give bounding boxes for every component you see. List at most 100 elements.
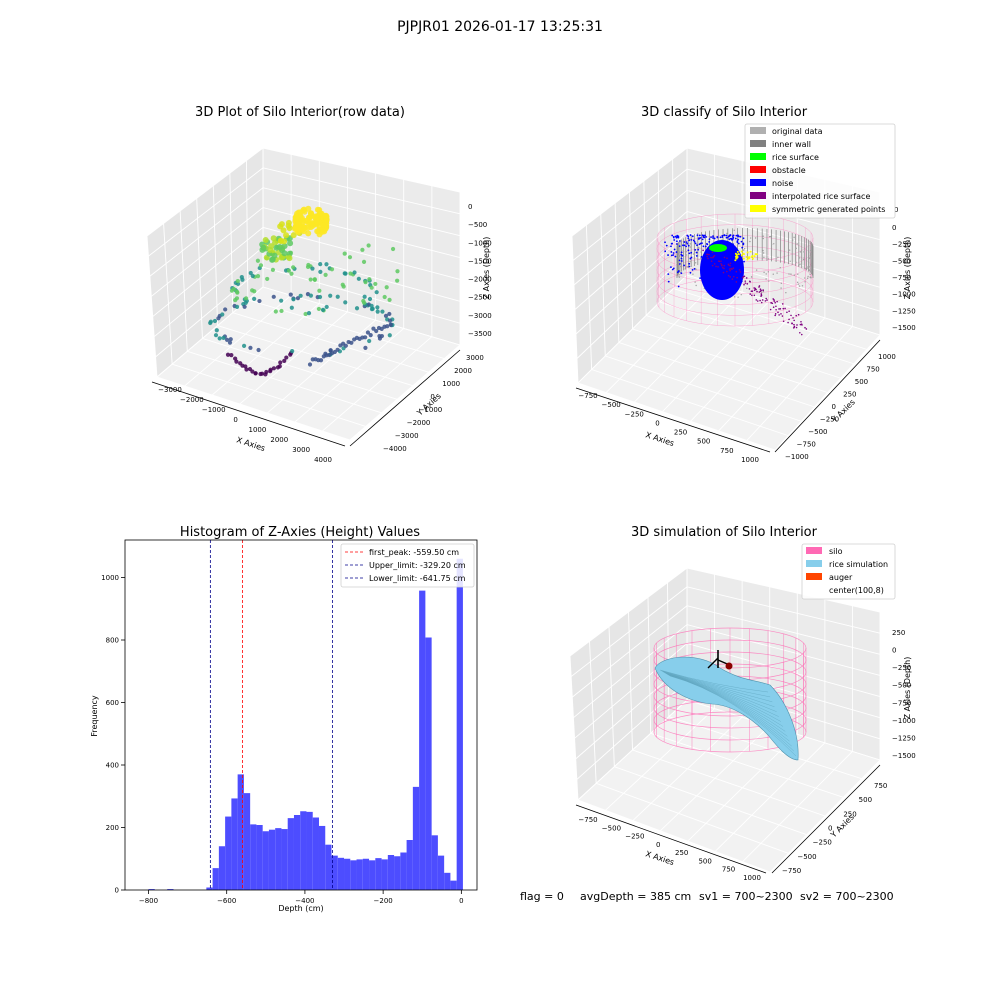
interpolated-point xyxy=(793,325,796,328)
hist-ylabel: Frequency xyxy=(90,695,99,737)
raw3d-point xyxy=(363,345,368,350)
hist-bar xyxy=(306,811,313,890)
raw3d-point xyxy=(369,303,374,308)
noise-point xyxy=(698,243,701,246)
footer-sv2: sv2 = 700~2300 xyxy=(800,890,894,903)
raw3d-point xyxy=(255,274,261,279)
noise-point xyxy=(673,248,676,251)
original-data-point xyxy=(779,266,781,269)
noise-point xyxy=(732,249,735,251)
raw3d-point xyxy=(317,294,323,300)
raw3d-point xyxy=(233,297,238,303)
noise-point xyxy=(687,249,690,252)
raw3d-point xyxy=(317,288,322,293)
figure-suptitle: PJPJR01 2026-01-17 13:25:31 xyxy=(397,19,603,35)
raw3d-point xyxy=(293,213,300,220)
raw3d-point xyxy=(375,309,380,314)
original-data-point xyxy=(750,276,753,278)
noise-point xyxy=(676,240,678,243)
original-data-point xyxy=(684,268,686,270)
original-data-point xyxy=(686,266,688,268)
interpolated-point xyxy=(799,331,801,334)
rice-mesh-line xyxy=(659,669,769,693)
x-tick-label: −400 xyxy=(295,897,314,905)
interpolated-point xyxy=(760,301,763,304)
interpolated-point xyxy=(744,280,747,282)
raw3d-point xyxy=(214,328,219,333)
noise-point xyxy=(699,236,702,239)
raw3d-point xyxy=(288,292,293,297)
rice-mesh-line xyxy=(664,672,782,722)
hist-bar xyxy=(268,829,276,890)
hist-bar xyxy=(362,858,370,890)
raw3d-point xyxy=(284,355,289,360)
symmetric-point xyxy=(746,258,749,261)
original-data-point xyxy=(780,287,782,289)
noise-point xyxy=(735,234,738,237)
legend-swatch xyxy=(750,127,766,134)
raw3d-point xyxy=(273,309,278,314)
legend-label: interpolated rice surface xyxy=(772,192,870,201)
y-tick-label: 750 xyxy=(874,782,887,790)
grid-line xyxy=(647,597,652,734)
y-tick-label: 600 xyxy=(106,699,119,707)
symmetric-point xyxy=(736,256,739,259)
raw3d-point xyxy=(323,272,328,277)
x-tick-label: 0 xyxy=(233,416,237,424)
noise-point xyxy=(737,242,740,245)
original-data-point xyxy=(809,257,812,259)
interpolated-point xyxy=(711,264,714,267)
interpolated-point xyxy=(800,333,803,336)
noise-point xyxy=(694,242,697,245)
y-tick-label: −750 xyxy=(797,441,816,449)
raw3d-point xyxy=(349,340,354,345)
legend-label: original data xyxy=(772,127,823,136)
hist-bar xyxy=(167,889,174,890)
interpolated-point xyxy=(782,320,785,323)
interpolated-point xyxy=(759,288,762,291)
original-data-point xyxy=(793,236,795,239)
raw3d-point xyxy=(377,333,382,339)
noise-point xyxy=(689,271,692,274)
original-data-point xyxy=(780,282,783,285)
raw3d-point xyxy=(375,305,380,310)
grid-line xyxy=(608,626,615,767)
noise-point xyxy=(670,242,673,245)
interpolated-point xyxy=(784,307,786,310)
legend-label: rice simulation xyxy=(829,560,888,569)
raw3d-point xyxy=(264,369,269,375)
noise-point xyxy=(693,267,696,270)
interpolated-point xyxy=(758,286,760,288)
original-data-point xyxy=(808,269,811,271)
interpolated-point xyxy=(723,256,726,259)
noise-point xyxy=(736,241,739,244)
hist-bar xyxy=(231,798,238,890)
raw3d-point xyxy=(303,311,308,317)
noise-point xyxy=(710,267,712,270)
original-data-point xyxy=(762,290,765,293)
raw3d-point xyxy=(286,250,293,257)
original-data-point xyxy=(762,252,765,254)
noise-point xyxy=(678,245,681,248)
original-data-point xyxy=(755,269,758,271)
noise-point xyxy=(702,245,705,248)
interpolated-point xyxy=(729,264,731,267)
hist-bar xyxy=(262,831,269,890)
sim3d-y-axis xyxy=(771,764,881,874)
noise-point xyxy=(688,262,691,265)
interpolated-point xyxy=(787,321,789,324)
noise-point xyxy=(667,254,669,256)
noise-point xyxy=(670,266,672,269)
symmetric-point xyxy=(746,251,749,254)
original-data-point xyxy=(767,271,770,273)
grid-line xyxy=(245,160,249,300)
grid-line xyxy=(569,655,579,801)
raw3d-point xyxy=(340,282,345,287)
symmetric-point xyxy=(740,254,743,257)
noise-point xyxy=(708,240,711,243)
interpolated-point xyxy=(756,290,758,293)
raw3d-point xyxy=(368,332,373,338)
raw3d-point xyxy=(374,328,379,334)
noise-point xyxy=(735,248,738,251)
noise-point xyxy=(704,234,706,237)
